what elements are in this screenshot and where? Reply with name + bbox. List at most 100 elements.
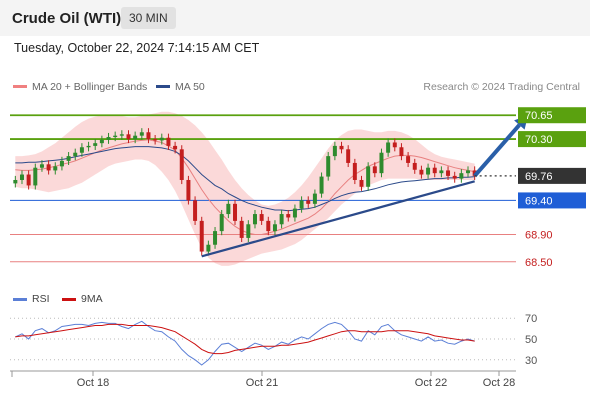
legend-label-9ma: 9MA bbox=[81, 293, 103, 305]
candle bbox=[166, 137, 171, 146]
candle bbox=[186, 179, 191, 201]
candle bbox=[233, 203, 238, 221]
candle bbox=[173, 145, 178, 150]
candle bbox=[193, 200, 198, 221]
candle bbox=[199, 220, 204, 252]
candle bbox=[439, 170, 444, 174]
candle bbox=[239, 220, 244, 238]
legend-label-ma50: MA 50 bbox=[175, 81, 205, 93]
time-tick-label: Oct 28 bbox=[483, 377, 515, 389]
candle bbox=[346, 149, 351, 163]
candle bbox=[153, 139, 158, 141]
candle bbox=[66, 156, 71, 161]
candle bbox=[139, 132, 144, 136]
legend-swatch-9ma bbox=[62, 298, 76, 301]
candle bbox=[219, 214, 224, 232]
candle bbox=[19, 174, 24, 180]
candle bbox=[206, 244, 211, 252]
candle bbox=[352, 162, 357, 180]
candle bbox=[53, 166, 58, 171]
candle bbox=[246, 224, 251, 238]
level-label-68.50: 68.50 bbox=[525, 257, 553, 269]
candle bbox=[392, 142, 397, 148]
candle bbox=[319, 176, 324, 194]
last-price-badge bbox=[518, 167, 586, 184]
legend-label-ma20: MA 20 + Bollinger Bands bbox=[32, 81, 147, 93]
legend-swatch-ma50 bbox=[156, 85, 170, 88]
level-badge-70.65 bbox=[518, 107, 586, 124]
candle bbox=[359, 179, 364, 187]
candle bbox=[99, 139, 104, 144]
watermark: Research © 2024 Trading Central bbox=[423, 81, 580, 93]
rsi-series-9MA bbox=[15, 323, 475, 355]
uptrend-line bbox=[201, 180, 475, 258]
level-badge-69.40 bbox=[518, 192, 586, 209]
candle bbox=[372, 166, 377, 174]
candle bbox=[446, 170, 451, 176]
candle bbox=[93, 143, 98, 146]
ma20-line bbox=[15, 139, 475, 235]
candle bbox=[133, 135, 138, 140]
time-tick-label: Oct 18 bbox=[77, 377, 109, 389]
time-axis: Oct 18 Oct 21 Oct 22 Oct 28 bbox=[10, 370, 516, 389]
timestamp: Tuesday, October 22, 2024 7:14:15 AM CET bbox=[14, 41, 260, 55]
candle bbox=[426, 167, 431, 175]
level-label-70.30: 70.30 bbox=[525, 134, 553, 146]
candle bbox=[159, 137, 164, 141]
candle bbox=[146, 132, 151, 140]
candle bbox=[33, 167, 38, 186]
rsi-legend: RSI 9MA bbox=[13, 293, 103, 305]
legend-swatch-ma20 bbox=[13, 85, 27, 88]
ma50-line bbox=[15, 146, 475, 212]
candle bbox=[13, 179, 18, 184]
candle bbox=[326, 156, 331, 177]
candle bbox=[306, 200, 311, 204]
candle bbox=[113, 135, 118, 138]
rsi-series-RSI bbox=[15, 320, 475, 366]
candle bbox=[226, 203, 231, 215]
legend-swatch-rsi bbox=[13, 298, 27, 301]
candle bbox=[106, 137, 111, 140]
candle bbox=[26, 174, 31, 186]
candle bbox=[339, 145, 344, 150]
instrument-title: Crude Oil (WTI) bbox=[12, 10, 122, 27]
rsi-tick-30: 30 bbox=[525, 355, 537, 367]
candle bbox=[412, 162, 417, 170]
candle bbox=[459, 173, 464, 179]
candle bbox=[119, 134, 124, 136]
candle bbox=[73, 152, 78, 157]
level-label-70.65: 70.65 bbox=[525, 110, 553, 122]
candle bbox=[366, 166, 371, 187]
candle bbox=[379, 152, 384, 174]
candle bbox=[452, 175, 457, 179]
candle bbox=[332, 145, 337, 157]
timeframe-button[interactable]: 30 MIN bbox=[121, 7, 176, 29]
target-arrow-shaft bbox=[473, 123, 521, 178]
legend-label-rsi: RSI bbox=[32, 293, 50, 305]
candle bbox=[406, 156, 411, 163]
candle bbox=[46, 164, 51, 171]
rsi-panel: 70 50 30 bbox=[10, 313, 537, 367]
level-label-68.90: 68.90 bbox=[525, 230, 553, 242]
rsi-tick-50: 50 bbox=[525, 334, 537, 346]
candle bbox=[466, 170, 471, 174]
bollinger-band bbox=[15, 111, 475, 266]
candle bbox=[312, 193, 317, 204]
candle bbox=[126, 134, 131, 140]
candle bbox=[79, 147, 84, 153]
candle bbox=[419, 169, 424, 175]
level-badge-70.30 bbox=[518, 131, 586, 148]
candle bbox=[179, 149, 184, 180]
last-price-label: 69.76 bbox=[525, 171, 553, 183]
level-labels: 70.65 70.30 69.40 68.90 68.50 69.76 bbox=[518, 107, 586, 269]
candle bbox=[272, 224, 277, 232]
candle bbox=[279, 214, 284, 225]
time-tick-label: Oct 21 bbox=[246, 377, 278, 389]
main-plot bbox=[10, 111, 528, 266]
candle bbox=[286, 214, 291, 218]
candle bbox=[59, 160, 64, 167]
candle bbox=[399, 147, 404, 157]
candle bbox=[432, 167, 437, 174]
time-tick-label: Oct 22 bbox=[415, 377, 447, 389]
